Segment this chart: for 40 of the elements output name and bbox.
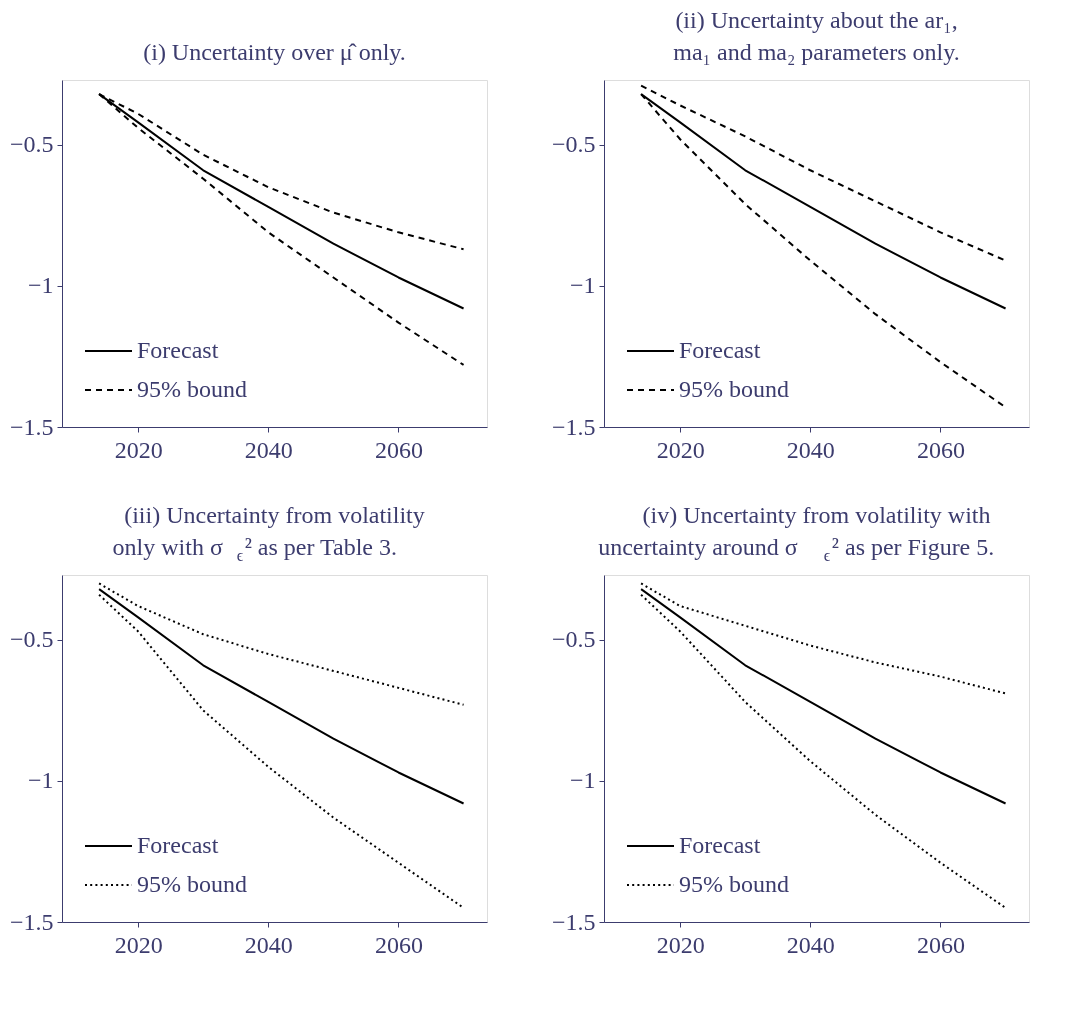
legend-label: Forecast xyxy=(679,337,761,363)
legend-label: 95% bound xyxy=(137,376,247,402)
y-tick-label: −1.5 xyxy=(9,908,54,935)
x-tick-label: 2020 xyxy=(114,436,163,463)
chart-title: (i) Uncertainty over μ̂ only. xyxy=(143,39,406,65)
y-tick-label: −0.5 xyxy=(551,626,596,653)
y-tick-label: −1.5 xyxy=(9,413,54,440)
line-series xyxy=(98,582,465,706)
x-tick-label: 2040 xyxy=(786,931,835,958)
x-tick-label: 2060 xyxy=(374,931,423,958)
legend-label: Forecast xyxy=(679,832,761,858)
y-tick-label: −0.5 xyxy=(9,626,54,653)
x-tick-label: 2060 xyxy=(916,931,965,958)
x-tick-label: 2040 xyxy=(244,931,293,958)
line-series xyxy=(640,593,1007,909)
legend-label: 95% bound xyxy=(679,871,789,897)
y-tick-label: −1.5 xyxy=(551,908,596,935)
line-series xyxy=(640,588,1007,805)
line-series xyxy=(98,588,465,805)
x-tick-label: 2060 xyxy=(374,436,423,463)
legend-label: 95% bound xyxy=(679,376,789,402)
x-tick-label: 2060 xyxy=(916,436,965,463)
x-tick-label: 2040 xyxy=(244,436,293,463)
y-tick-label: −0.5 xyxy=(551,131,596,158)
y-tick-label: −0.5 xyxy=(9,131,54,158)
y-tick-label: −1.5 xyxy=(551,413,596,440)
legend-label: Forecast xyxy=(137,337,219,363)
x-tick-label: 2020 xyxy=(656,436,705,463)
x-tick-label: 2020 xyxy=(114,931,163,958)
y-tick-label: −1 xyxy=(569,272,596,299)
y-tick-label: −1 xyxy=(569,767,596,794)
legend-label: 95% bound xyxy=(137,871,247,897)
chart-title: (ii) Uncertainty about the ar₁, ma₁ and ma₂ parameters only. xyxy=(673,7,960,65)
y-tick-label: −1 xyxy=(27,272,54,299)
legend-label: Forecast xyxy=(137,832,219,858)
x-tick-label: 2020 xyxy=(656,931,705,958)
x-tick-label: 2040 xyxy=(786,436,835,463)
y-tick-label: −1 xyxy=(27,767,54,794)
line-series xyxy=(98,593,465,909)
line-series xyxy=(640,582,1007,695)
